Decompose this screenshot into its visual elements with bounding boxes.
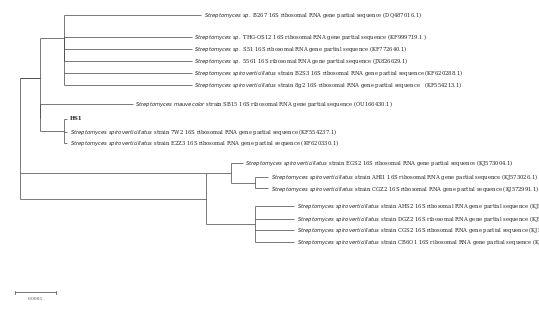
Text: $\mathit{Streptomyces\ sp.}$ S51 16S ribosomal RNA gene partial sequence (KF7726: $\mathit{Streptomyces\ sp.}$ S51 16S rib… [194, 44, 408, 54]
Text: $\mathit{Streptomyces\ spiroverticillatus}$ strain CGZ2 16S ribosomal RNA gene p: $\mathit{Streptomyces\ spiroverticillatu… [271, 183, 539, 194]
Text: $\mathit{Streptomyces\ spiroverticillatus}$ strain EGS2 16S ribosomal RNA gene p: $\mathit{Streptomyces\ spiroverticillatu… [245, 158, 514, 168]
Text: 0.0005: 0.0005 [28, 297, 43, 301]
Text: $\mathit{Streptomyces\ sp.}$ B267 16S ribosomal RNA gene partial sequence (DQ487: $\mathit{Streptomyces\ sp.}$ B267 16S ri… [204, 10, 422, 20]
Text: $\mathit{Streptomyces\ spiroverticillatus}$ strain 8g2 16S ribosomal RNA gene pa: $\mathit{Streptomyces\ spiroverticillatu… [194, 80, 463, 90]
Text: $\mathit{Streptomyces\ spiroverticillatus}$ strain AHS2 16S ribosomal RNA gene p: $\mathit{Streptomyces\ spiroverticillatu… [297, 201, 539, 211]
Text: $\mathit{Streptomyces\ spiroverticillatus}$ strain CB6O1 16S ribosomal RNA gene : $\mathit{Streptomyces\ spiroverticillatu… [297, 237, 539, 247]
Text: $\mathit{Streptomyces\ spiroverticillatus}$ strain AHI1 16S ribosomal RNA gene p: $\mathit{Streptomyces\ spiroverticillatu… [271, 172, 538, 182]
Text: $\mathit{Streptomyces\ spiroverticillatus}$ strain E2Z3 16S ribosomal RNA gene p: $\mathit{Streptomyces\ spiroverticillatu… [70, 138, 339, 149]
Text: $\mathit{Streptomyces\ sp.}$ 5561 16S ribosomal RNA gene partial sequence (JX826: $\mathit{Streptomyces\ sp.}$ 5561 16S ri… [194, 56, 409, 66]
Text: $\mathit{Streptomyces\ spiroverticillatus}$ strain B2S3 16S ribosomal RNA gene p: $\mathit{Streptomyces\ spiroverticillatu… [194, 68, 464, 78]
Text: $\mathit{Streptomyces\ mauvecolor}$ strain SB15 16S ribosomal RNA gene partial s: $\mathit{Streptomyces\ mauvecolor}$ stra… [135, 99, 393, 109]
Text: HS1: HS1 [70, 116, 82, 121]
Text: $\mathit{Streptomyces\ spiroverticillatus}$ strain DGZ2 16S ribosomal RNA gene p: $\mathit{Streptomyces\ spiroverticillatu… [297, 214, 539, 224]
Text: $\mathit{Streptomyces\ spiroverticillatus}$ strain CGS2 16S ribosomal RNA gene p: $\mathit{Streptomyces\ spiroverticillatu… [297, 225, 539, 235]
Text: $\mathit{Streptomyces\ spiroverticillatus}$ strain 7W2 16S ribosomal RNA gene pa: $\mathit{Streptomyces\ spiroverticillatu… [70, 127, 337, 137]
Text: $\mathit{Streptomyces\ sp.}$ THG-OS12 16S ribosomal RNA gene partial sequence (K: $\mathit{Streptomyces\ sp.}$ THG-OS12 16… [194, 31, 428, 42]
